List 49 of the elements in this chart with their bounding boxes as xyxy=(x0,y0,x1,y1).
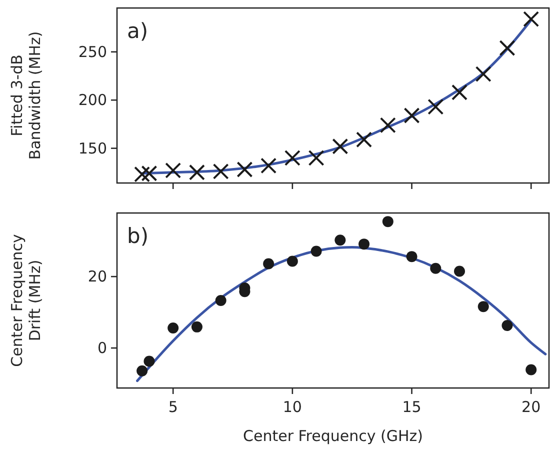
x-tick-label: 10 xyxy=(282,398,302,416)
point xyxy=(430,262,442,274)
y-tick-label: 250 xyxy=(78,42,107,61)
x-tick-label: 15 xyxy=(402,398,422,416)
point xyxy=(526,364,537,376)
point xyxy=(380,117,396,134)
point xyxy=(356,132,372,148)
y-tick-label: 200 xyxy=(78,91,107,110)
point xyxy=(165,162,182,178)
point xyxy=(212,163,229,180)
point xyxy=(382,216,394,228)
y-axis-title: Fitted 3-dB Bandwidth (MHz) xyxy=(8,31,44,160)
point xyxy=(475,66,492,82)
annotation: b) xyxy=(127,224,149,248)
point xyxy=(451,84,468,100)
point xyxy=(332,138,348,154)
point xyxy=(260,158,277,174)
point xyxy=(284,150,300,166)
point xyxy=(428,98,444,115)
point xyxy=(144,356,155,367)
point xyxy=(215,295,226,306)
point xyxy=(136,365,148,376)
point xyxy=(499,40,516,56)
point xyxy=(404,108,420,124)
x-tick-label: 5 xyxy=(168,398,178,416)
point xyxy=(191,321,202,332)
y-tick-label: 0 xyxy=(97,339,107,357)
point xyxy=(134,166,150,182)
point xyxy=(308,150,324,166)
y-axis-title: Center Frequency Drift (MHz) xyxy=(8,234,44,367)
point xyxy=(310,246,322,257)
point xyxy=(358,238,370,250)
x-axis-title: Center Frequency (GHz) xyxy=(243,427,423,445)
point xyxy=(168,322,179,334)
point xyxy=(478,301,489,312)
point xyxy=(502,320,513,331)
point xyxy=(286,256,298,267)
y-tick-label: 20 xyxy=(88,268,107,286)
annotation: a) xyxy=(127,19,148,43)
point xyxy=(334,234,346,246)
point xyxy=(406,251,418,262)
point xyxy=(188,164,205,180)
point xyxy=(454,266,465,277)
point xyxy=(523,11,540,28)
point xyxy=(236,162,253,178)
point xyxy=(263,258,274,270)
point xyxy=(141,165,158,182)
x-tick-label: 20 xyxy=(522,398,541,416)
y-tick-label: 150 xyxy=(78,139,107,158)
